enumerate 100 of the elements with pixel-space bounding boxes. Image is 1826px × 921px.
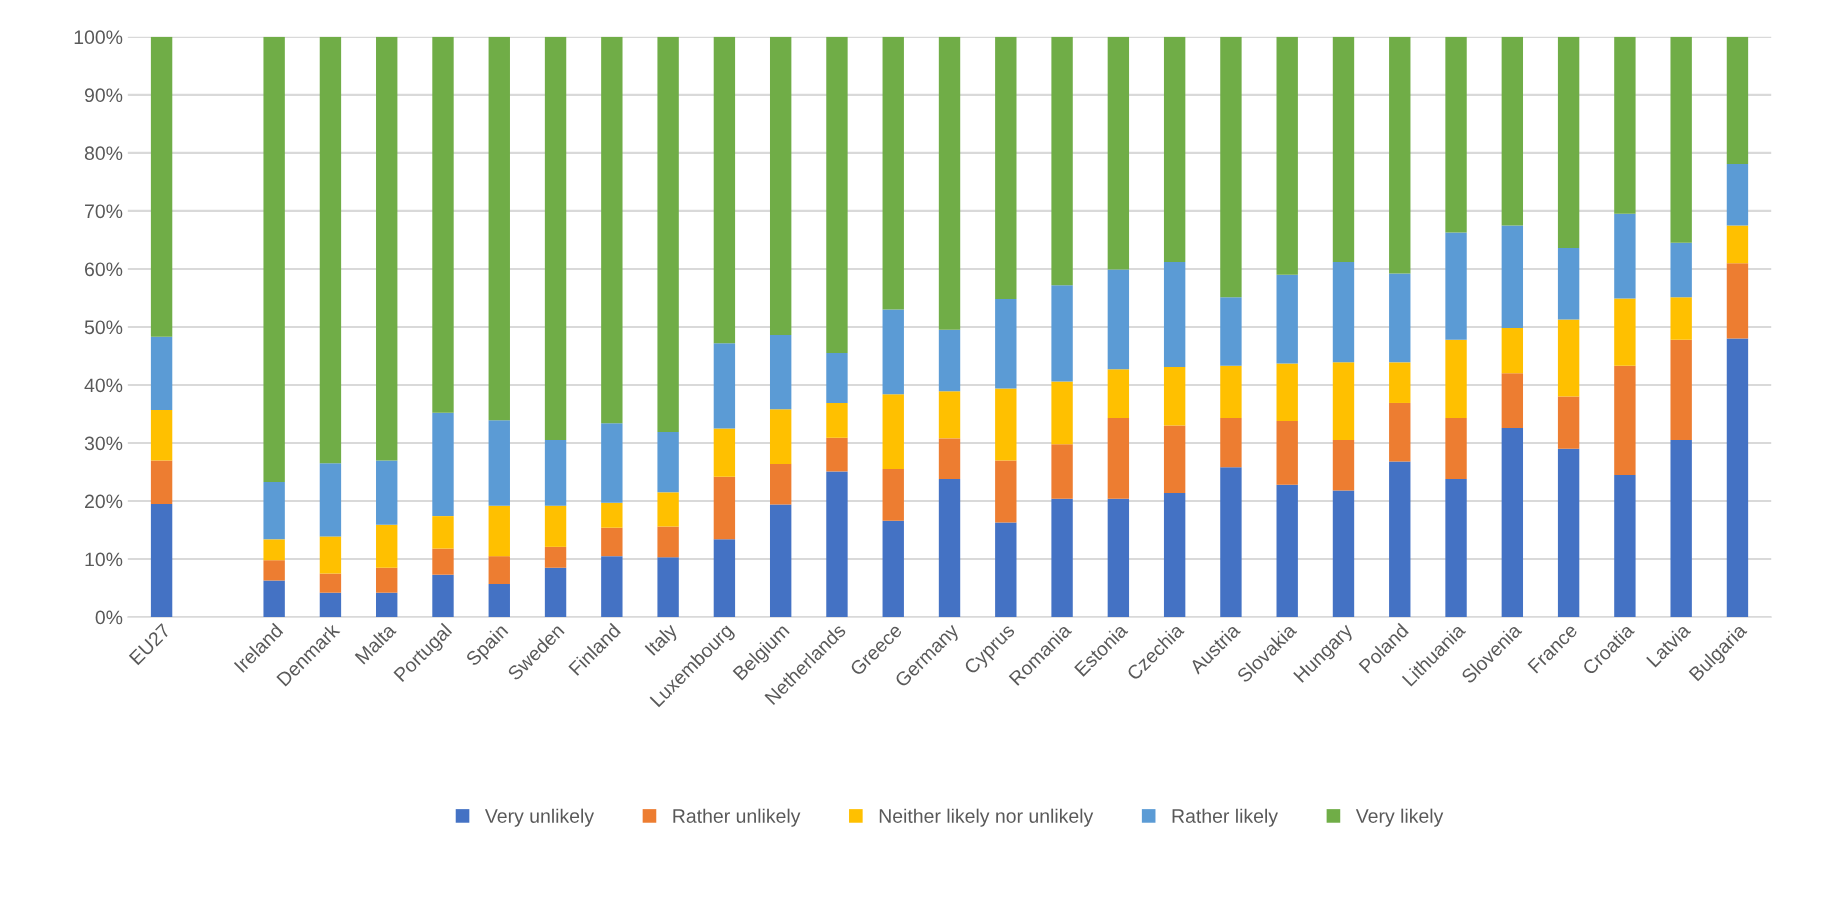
bar bbox=[319, 36, 342, 464]
bar bbox=[1557, 319, 1580, 397]
bar bbox=[995, 460, 1017, 523]
bar bbox=[376, 592, 398, 618]
bar bbox=[995, 299, 1017, 389]
bar bbox=[263, 560, 285, 581]
bar bbox=[432, 412, 454, 517]
legend-label: Neither likely nor unlikely bbox=[879, 808, 1094, 827]
bar bbox=[938, 391, 961, 439]
bar bbox=[1670, 339, 1692, 441]
bar bbox=[150, 409, 173, 461]
bar bbox=[713, 36, 736, 344]
bar bbox=[319, 463, 342, 537]
bar bbox=[995, 522, 1017, 618]
bar bbox=[376, 36, 398, 461]
bar bbox=[1614, 213, 1636, 299]
y-tick-label: 30% bbox=[84, 436, 123, 451]
bar bbox=[1389, 461, 1411, 618]
bar bbox=[657, 557, 679, 618]
bar bbox=[1163, 36, 1186, 262]
bar bbox=[263, 539, 285, 561]
bar bbox=[601, 556, 623, 618]
bar bbox=[769, 36, 792, 336]
bar bbox=[544, 505, 567, 547]
bar bbox=[1051, 36, 1073, 286]
bar bbox=[1051, 381, 1073, 445]
y-tick-label: 60% bbox=[85, 262, 123, 277]
bar bbox=[1332, 261, 1355, 363]
bar bbox=[319, 573, 342, 593]
bar bbox=[1163, 261, 1186, 367]
bar bbox=[882, 394, 904, 470]
bar bbox=[263, 580, 285, 618]
y-tick-label: 80% bbox=[84, 146, 123, 161]
bar bbox=[1220, 297, 1242, 366]
bar bbox=[1670, 297, 1692, 340]
bar bbox=[488, 556, 510, 584]
bar bbox=[1220, 467, 1242, 618]
y-tick-label: 90% bbox=[84, 88, 123, 103]
bar bbox=[1445, 478, 1467, 618]
bar bbox=[150, 336, 173, 410]
bar bbox=[488, 36, 510, 421]
bar bbox=[432, 548, 454, 575]
y-tick-label: 20% bbox=[85, 494, 123, 509]
bar bbox=[882, 520, 904, 618]
bar bbox=[544, 36, 567, 441]
bar bbox=[1670, 440, 1692, 618]
bar bbox=[1276, 484, 1298, 618]
y-tick-label: 70% bbox=[85, 204, 123, 219]
bar bbox=[1614, 474, 1636, 618]
bar bbox=[1501, 328, 1524, 374]
bar bbox=[544, 567, 567, 618]
bar bbox=[544, 546, 567, 568]
bar bbox=[1051, 444, 1073, 499]
bar bbox=[432, 36, 454, 413]
bar bbox=[1107, 498, 1130, 618]
bar bbox=[657, 36, 679, 432]
bar bbox=[1614, 298, 1636, 366]
bar bbox=[1670, 242, 1692, 298]
bar bbox=[544, 440, 567, 506]
bar bbox=[1220, 36, 1242, 298]
bar bbox=[376, 460, 398, 525]
bar bbox=[263, 36, 285, 482]
bar bbox=[1332, 490, 1355, 618]
bar bbox=[1501, 427, 1524, 618]
y-tick-label: 10% bbox=[85, 552, 123, 567]
bar bbox=[1276, 363, 1298, 421]
bar bbox=[1389, 362, 1411, 403]
bar bbox=[769, 335, 792, 410]
bar bbox=[713, 428, 736, 477]
bar bbox=[882, 469, 904, 521]
bar bbox=[432, 574, 454, 618]
bar bbox=[713, 539, 736, 618]
bar bbox=[1276, 36, 1298, 275]
bar bbox=[769, 463, 792, 505]
bar bbox=[1276, 420, 1298, 485]
bar bbox=[1276, 274, 1298, 364]
bar bbox=[769, 504, 792, 618]
legend-label: Very unlikely bbox=[484, 808, 595, 827]
bar bbox=[1726, 163, 1749, 226]
bar bbox=[938, 478, 961, 618]
bar bbox=[938, 329, 961, 392]
bar bbox=[601, 502, 623, 528]
bar bbox=[657, 492, 679, 527]
bar bbox=[1614, 365, 1636, 475]
bar bbox=[938, 36, 961, 330]
bar bbox=[1332, 36, 1355, 262]
bar bbox=[995, 388, 1017, 461]
bar bbox=[601, 423, 623, 503]
bar bbox=[488, 584, 510, 618]
bar bbox=[376, 567, 398, 593]
bar bbox=[713, 476, 736, 540]
bar bbox=[1163, 425, 1186, 493]
bar bbox=[1107, 369, 1130, 419]
bar bbox=[150, 36, 173, 337]
bar bbox=[150, 503, 173, 618]
bar bbox=[1501, 36, 1524, 226]
bar bbox=[938, 438, 961, 479]
bar bbox=[1107, 418, 1130, 499]
y-tick-label: 0% bbox=[95, 610, 123, 625]
bar bbox=[1726, 225, 1749, 264]
